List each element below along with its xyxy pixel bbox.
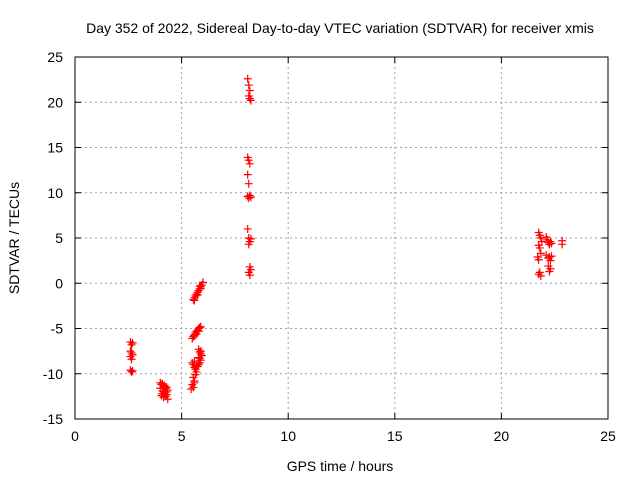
x-tick-label: 15 — [387, 428, 403, 444]
y-tick-label: 20 — [47, 94, 63, 110]
data-point — [535, 243, 544, 252]
data-point — [187, 385, 196, 394]
data-point — [244, 156, 253, 165]
data-point — [128, 338, 137, 347]
x-tick-label: 0 — [71, 428, 79, 444]
data-point — [535, 268, 544, 277]
x-tick-label: 25 — [600, 428, 616, 444]
x-tick-label: 10 — [280, 428, 296, 444]
data-point — [534, 255, 543, 264]
data-point — [196, 322, 205, 331]
data-series — [126, 74, 567, 404]
grid-lines — [75, 57, 608, 419]
y-tick-label: 0 — [55, 275, 63, 291]
data-point — [245, 191, 254, 200]
data-point — [194, 327, 203, 336]
data-point — [243, 170, 252, 179]
data-point — [193, 291, 202, 300]
data-point — [127, 367, 136, 376]
data-point — [158, 389, 167, 398]
y-tick-labels: -15 -10 -5 0 5 10 15 20 25 — [43, 49, 63, 427]
data-point — [190, 296, 199, 305]
data-point — [246, 234, 255, 243]
data-point — [163, 395, 172, 404]
y-axis-title: SDTVAR / TECUs — [6, 182, 22, 294]
data-point — [195, 323, 204, 332]
x-axis-title: GPS time / hours — [287, 458, 394, 474]
data-point — [245, 271, 254, 280]
data-point — [534, 270, 543, 279]
data-point — [127, 355, 136, 364]
data-point — [547, 252, 556, 261]
data-point — [126, 366, 135, 375]
data-point — [546, 237, 555, 246]
y-tick-label: 15 — [47, 140, 63, 156]
x-tick-label: 5 — [178, 428, 186, 444]
data-point — [128, 350, 137, 359]
y-tick-label: 25 — [47, 49, 63, 65]
data-point — [245, 159, 254, 168]
data-point — [127, 340, 136, 349]
y-tick-label: -15 — [43, 411, 63, 427]
y-tick-label: 5 — [55, 230, 63, 246]
data-point — [190, 378, 199, 387]
chart-title: Day 352 of 2022, Sidereal Day-to-day VTE… — [86, 20, 594, 36]
x-tick-label: 20 — [494, 428, 510, 444]
data-point — [243, 74, 252, 83]
data-point — [246, 193, 255, 202]
x-tick-labels: 0 5 10 15 20 25 — [71, 428, 616, 444]
data-point — [545, 267, 554, 276]
axis-ticks — [74, 56, 609, 420]
data-point — [189, 373, 198, 382]
data-point — [246, 96, 255, 105]
y-tick-label: 10 — [47, 185, 63, 201]
data-point — [195, 281, 204, 290]
data-point — [245, 94, 254, 103]
y-tick-label: -5 — [51, 321, 64, 337]
y-tick-label: -10 — [43, 366, 63, 382]
data-point — [245, 86, 254, 95]
data-point — [536, 272, 545, 281]
data-point — [243, 224, 252, 233]
data-point — [536, 234, 545, 242]
data-point — [546, 256, 555, 265]
data-point — [558, 240, 567, 249]
data-point — [128, 367, 137, 376]
data-point — [190, 357, 199, 366]
data-point — [246, 265, 255, 274]
data-point — [162, 387, 171, 396]
data-point — [196, 347, 205, 356]
data-point — [195, 354, 204, 363]
data-point — [244, 179, 253, 188]
data-point — [547, 239, 556, 248]
data-point — [244, 240, 253, 249]
data-point — [194, 353, 203, 362]
data-point — [192, 361, 201, 370]
data-point — [244, 81, 253, 90]
